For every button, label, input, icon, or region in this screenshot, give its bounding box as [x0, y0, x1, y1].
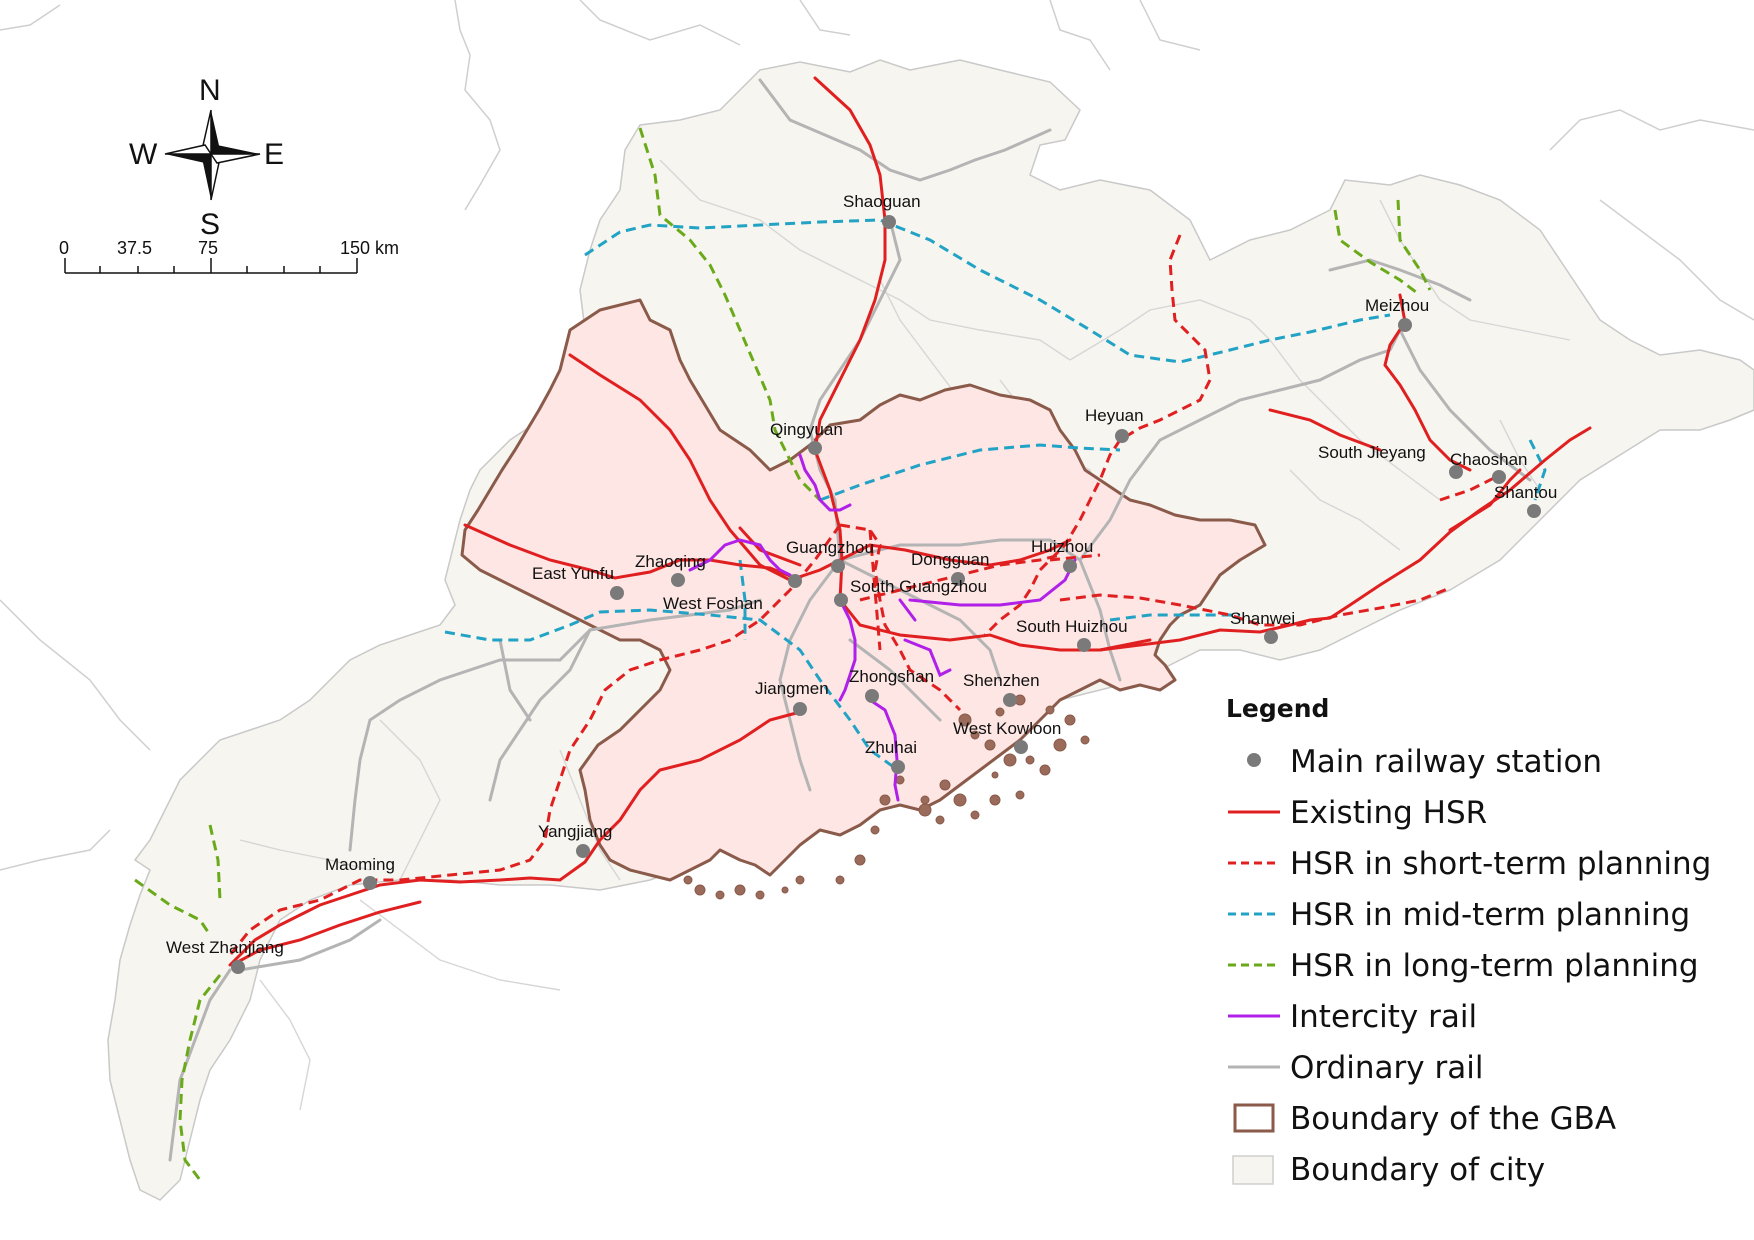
- scale-tick-150: 150 km: [340, 238, 399, 258]
- legend-label-long-term-hsr: HSR in long-term planning: [1290, 948, 1699, 984]
- station-label: Guangzhou: [786, 538, 874, 557]
- station-label: Huizhou: [1031, 537, 1093, 556]
- compass-west: W: [129, 138, 158, 171]
- station-marker: [834, 593, 848, 607]
- scale-tick-0: 0: [59, 238, 69, 258]
- neighbor-boundaries: [0, 0, 1754, 871]
- station-label: Zhaoqing: [635, 552, 706, 571]
- station-label: Chaoshan: [1450, 450, 1528, 469]
- compass-east: E: [264, 138, 284, 171]
- station-label: Qingyuan: [770, 420, 843, 439]
- station-marker: [1449, 465, 1463, 479]
- station-marker: [831, 559, 845, 573]
- scale-bar: 0 37.5 75 150 km: [59, 238, 399, 274]
- station-marker: [1077, 638, 1091, 652]
- legend-label-gba-boundary: Boundary of the GBA: [1290, 1101, 1616, 1137]
- legend-symbol-station: [1247, 753, 1261, 767]
- scale-tick-37: 37.5: [117, 238, 152, 258]
- legend-label-short-term-hsr: HSR in short-term planning: [1290, 846, 1711, 882]
- station-label: Maoming: [325, 855, 395, 874]
- legend-label-station: Main railway station: [1290, 744, 1602, 780]
- station-label: Heyuan: [1085, 406, 1144, 425]
- station-marker: [891, 760, 905, 774]
- station-labels: Shaoguan Qingyuan Meizhou Heyuan South J…: [166, 192, 1557, 957]
- station-marker: [1398, 318, 1412, 332]
- station-label: South Jieyang: [1318, 443, 1426, 462]
- station-label: Yangjiang: [538, 822, 612, 841]
- station-label: Dongguan: [911, 550, 989, 569]
- station-label: West Kowloon: [953, 719, 1061, 738]
- station-label: East Yunfu: [532, 564, 614, 583]
- station-label: Shenzhen: [963, 671, 1040, 690]
- station-marker: [1492, 470, 1506, 484]
- gba-region: [460, 298, 1267, 882]
- legend-label-intercity-rail: Intercity rail: [1290, 999, 1477, 1035]
- station-label: Zhongshan: [849, 667, 934, 686]
- long-term-hsr-lines: [134, 127, 1432, 1181]
- station-marker: [1063, 559, 1077, 573]
- existing-hsr-lines: [228, 76, 1592, 967]
- legend-symbol-gba-boundary: [1233, 1103, 1275, 1133]
- legend-symbol-city-boundary: [1232, 1155, 1274, 1185]
- station-label: Jiangmen: [755, 679, 829, 698]
- station-marker: [793, 702, 807, 716]
- station-marker: [576, 844, 590, 858]
- station-marker: [788, 574, 802, 588]
- station-marker: [231, 960, 245, 974]
- station-marker: [865, 689, 879, 703]
- legend-title: Legend: [1226, 694, 1329, 723]
- station-marker: [951, 572, 965, 586]
- legend-label-existing-hsr: Existing HSR: [1290, 795, 1487, 831]
- station-marker: [1527, 504, 1541, 518]
- legend-label-ordinary-rail: Ordinary rail: [1290, 1050, 1483, 1086]
- station-label: Zhuhai: [865, 738, 917, 757]
- north-arrow: N S E W: [129, 74, 284, 241]
- station-marker: [610, 586, 624, 600]
- legend: Legend Main railway station Existing HSR…: [1226, 694, 1711, 1188]
- gba-islands: [683, 694, 1090, 900]
- station-marker: [363, 876, 377, 890]
- scale-tick-75: 75: [198, 238, 218, 258]
- station-marker: [671, 573, 685, 587]
- station-markers: [231, 215, 1541, 974]
- short-term-hsr-lines: [228, 234, 1501, 956]
- station-marker: [882, 215, 896, 229]
- station-label: South Huizhou: [1016, 617, 1128, 636]
- station-marker: [1264, 630, 1278, 644]
- compass-north: N: [199, 74, 221, 107]
- station-marker: [808, 441, 822, 455]
- compass-south: S: [200, 208, 220, 241]
- legend-label-city-boundary: Boundary of city: [1290, 1152, 1545, 1188]
- station-label: Shanwei: [1230, 609, 1295, 628]
- station-marker: [1003, 693, 1017, 707]
- station-label: Shaoguan: [843, 192, 921, 211]
- intercity-rail-lines: [688, 453, 1077, 802]
- mid-term-hsr-lines: [444, 218, 1547, 770]
- station-label: South Guangzhou: [850, 577, 987, 596]
- station-marker: [1115, 429, 1129, 443]
- station-label: Meizhou: [1365, 296, 1429, 315]
- station-marker: [1014, 740, 1028, 754]
- station-label: Shantou: [1494, 483, 1557, 502]
- legend-label-mid-term-hsr: HSR in mid-term planning: [1290, 897, 1690, 933]
- station-label: West Foshan: [663, 594, 763, 613]
- station-label: West Zhanjiang: [166, 938, 284, 957]
